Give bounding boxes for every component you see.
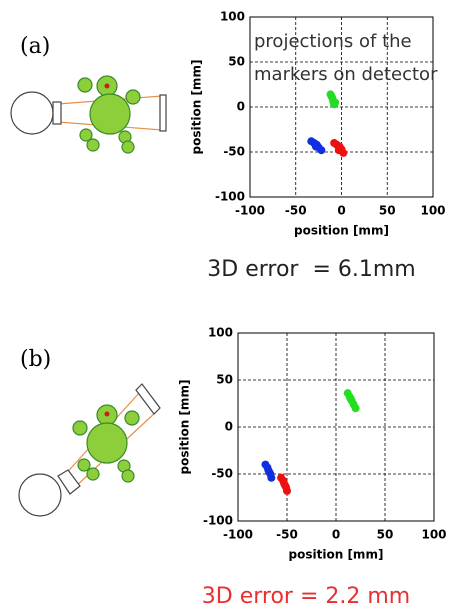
x-tick-label: 50: [377, 528, 394, 542]
marker-point: [351, 404, 360, 413]
y-tick-label: -50: [211, 467, 233, 481]
panel-label: (b): [20, 347, 51, 372]
caption: 3D error = 2.2 mm: [202, 584, 410, 609]
annotation: projections of the: [254, 31, 412, 52]
x-axis-label: position [mm]: [289, 548, 384, 562]
marker-point: [265, 468, 274, 477]
y-tick-label: 50: [216, 373, 233, 387]
x-axis-label: position [mm]: [294, 224, 389, 238]
x-tick-label: 100: [421, 528, 446, 542]
diagram-b: [18, 383, 161, 517]
marker-point: [327, 92, 336, 101]
x-tick-label: -50: [285, 204, 307, 218]
y-axis-label: position [mm]: [190, 60, 204, 155]
marker-point: [334, 146, 343, 155]
x-tick-label: -50: [276, 528, 298, 542]
marker-point: [311, 142, 320, 151]
y-tick-label: 0: [225, 420, 233, 434]
x-tick-label: 0: [337, 204, 345, 218]
y-axis-label: position [mm]: [178, 380, 192, 475]
y-tick-label: 100: [208, 326, 233, 340]
marker-point: [331, 98, 340, 107]
y-tick-label: 0: [237, 100, 245, 114]
marker-point: [346, 394, 355, 403]
annotation: markers on detector: [254, 64, 438, 85]
diagram-a: [10, 75, 167, 154]
y-tick-label: -50: [223, 145, 245, 159]
x-tick-label: 50: [379, 204, 396, 218]
caption: 3D error = 6.1mm: [207, 257, 415, 282]
x-tick-label: -100: [223, 528, 253, 542]
marker-point: [281, 481, 290, 490]
x-tick-label: 100: [420, 204, 445, 218]
y-tick-label: 50: [228, 55, 245, 69]
x-tick-label: -100: [235, 204, 265, 218]
y-tick-label: -100: [215, 190, 245, 204]
y-tick-label: -100: [203, 514, 233, 528]
panel-label: (a): [20, 34, 50, 59]
y-tick-label: 100: [220, 10, 245, 24]
x-tick-label: 0: [332, 528, 340, 542]
